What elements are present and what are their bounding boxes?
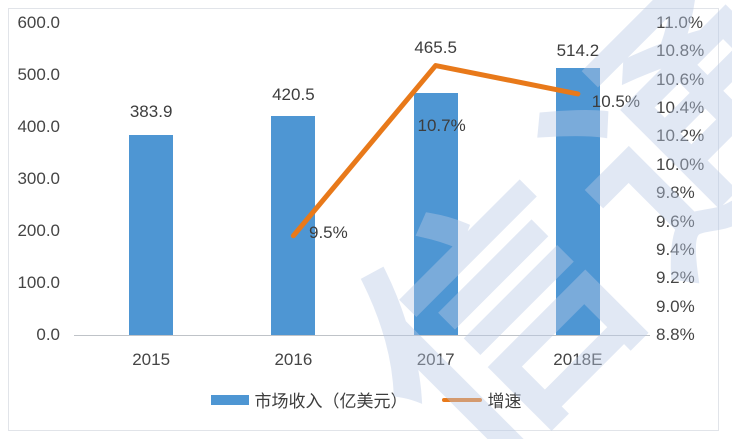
right-axis-tick: 9.4%	[656, 239, 695, 259]
left-axis-tick: 400.0	[17, 117, 60, 136]
x-axis-label-2016: 2016	[274, 350, 313, 369]
legend-swatch-revenue-bar	[210, 394, 249, 405]
left-axis-tick: 0.0	[36, 325, 60, 344]
legend: 市场收入（亿美元） 增速	[0, 387, 732, 412]
bar-value-label: 383.9	[129, 102, 173, 121]
bar-value-label: 420.5	[272, 85, 315, 104]
right-axis-tick: 10.4%	[656, 98, 705, 118]
bar-2015	[129, 135, 174, 335]
right-axis-tick: 10.2%	[656, 126, 705, 146]
x-axis-label-2015: 2015	[132, 350, 171, 369]
left-axis-tick: 100.0	[17, 273, 60, 292]
right-axis-tick: 11.0%	[656, 13, 703, 32]
bar-value-label: 514.2	[556, 41, 600, 60]
right-axis-tick: 9.8%	[656, 183, 695, 203]
right-axis-tick: 10.6%	[656, 69, 705, 89]
left-axis-tick: 600.0	[17, 13, 60, 32]
right-axis-tick: 9.0%	[656, 296, 695, 316]
legend-item-growth: 增速	[441, 387, 522, 412]
x-axis-label-2018E: 2018E	[553, 350, 603, 369]
legend-label-revenue: 市场收入（亿美元）	[254, 392, 408, 411]
right-axis-tick: 9.6%	[656, 211, 695, 231]
legend-swatch-growth-line	[441, 397, 482, 402]
bar-value-label: 465.5	[414, 38, 457, 57]
x-axis-line	[74, 335, 650, 336]
legend-label-growth: 增速	[487, 392, 522, 411]
right-axis-tick: 10.0%	[656, 154, 705, 174]
right-axis-tick: 8.8%	[656, 325, 695, 344]
growth-value-label: 10.7%	[417, 115, 466, 135]
growth-value-label: 9.5%	[309, 222, 348, 242]
right-axis-tick: 10.8%	[656, 41, 705, 61]
left-axis-tick: 200.0	[17, 221, 60, 240]
x-axis-label-2017: 2017	[416, 350, 455, 369]
right-axis-tick: 9.2%	[656, 268, 695, 288]
left-axis-tick: 500.0	[17, 65, 60, 84]
growth-value-label: 10.5%	[591, 91, 640, 111]
left-axis-tick: 300.0	[17, 169, 60, 188]
legend-item-revenue: 市场收入（亿美元）	[210, 387, 408, 412]
